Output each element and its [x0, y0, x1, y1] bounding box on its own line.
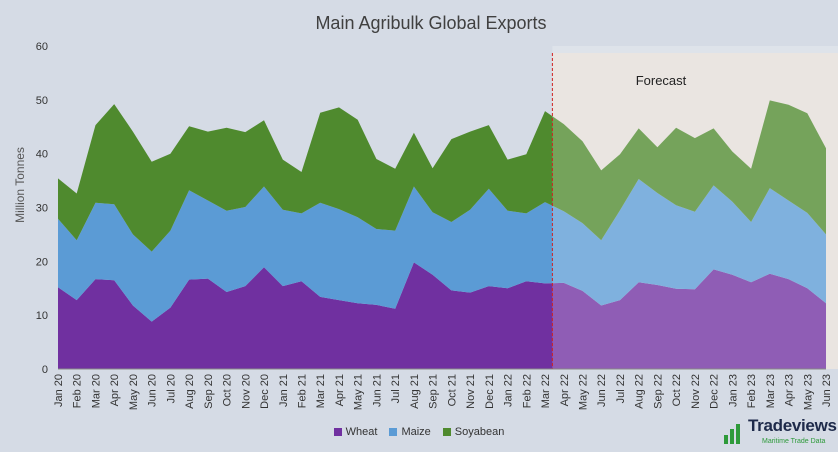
x-tick-label: Nov 22 [690, 374, 702, 409]
legend-swatch-maize [389, 428, 398, 436]
x-tick-label: Mar 20 [90, 374, 102, 408]
brand-tagline: Maritime Trade Data [762, 438, 826, 445]
y-tick-label: 10 [36, 310, 48, 322]
x-tick-label: Oct 21 [446, 374, 458, 406]
legend-label-wheat: Wheat [345, 426, 378, 438]
x-tick-label: Dec 22 [709, 374, 721, 409]
x-tick-label: Dec 20 [259, 374, 271, 409]
series-area-maize [58, 179, 826, 322]
y-tick-label: 60 [36, 41, 48, 53]
legend-label-soyabean: Soyabean [454, 426, 505, 438]
x-tick-label: Dec 21 [484, 374, 496, 409]
x-tick-label: Oct 22 [671, 374, 683, 406]
x-tick-label: Aug 22 [634, 374, 646, 409]
legend-item-wheat: Wheat [333, 426, 378, 438]
x-tick-label: Feb 23 [746, 374, 758, 408]
legend-swatch-soyabean [442, 428, 451, 436]
x-tick-label: May 22 [577, 374, 589, 410]
x-tick-label: Jul 21 [390, 374, 402, 403]
x-tick-label: Aug 20 [184, 374, 196, 409]
x-tick-label: Jan 21 [278, 374, 290, 407]
x-tick-label: Sep 22 [652, 374, 664, 409]
x-tick-label: Apr 22 [559, 374, 571, 406]
legend: Wheat Maize Soyabean [0, 426, 838, 438]
plot-area: Forecast 0 10 20 30 40 50 60 Jan 20 Feb 20 Mar 20 A… [36, 41, 838, 410]
x-tick-label: Nov 20 [240, 374, 252, 409]
x-tick-label: Oct 20 [222, 374, 234, 406]
y-tick-label: 0 [42, 364, 48, 376]
x-tick-label: Jun 20 [147, 374, 159, 407]
x-tick-label: Apr 20 [109, 374, 121, 406]
x-tick-label: Sep 21 [428, 374, 440, 409]
x-tick-label: Mar 21 [315, 374, 327, 408]
brand-logo: Tradeviews Maritime Trade Data [722, 416, 837, 450]
x-tick-label: Jan 22 [503, 374, 515, 407]
x-tick-label: Jun 21 [371, 374, 383, 407]
chart-title: Main Agribulk Global Exports [315, 13, 546, 33]
series-area-wheat [58, 262, 826, 369]
y-axis-label: Million Tonnes [13, 147, 27, 223]
series-area-soyabean [58, 100, 826, 252]
x-tick-label: Feb 21 [297, 374, 309, 408]
forecast-overlay [552, 46, 838, 369]
x-tick-label: Sep 20 [203, 374, 215, 409]
x-tick-label: Apr 21 [334, 374, 346, 406]
x-tick-label: Jul 22 [615, 374, 627, 403]
x-tick-label: Jul 20 [165, 374, 177, 403]
legend-label-maize: Maize [401, 426, 431, 438]
y-tick-label: 50 [36, 95, 48, 107]
x-tick-label: Apr 23 [784, 374, 796, 406]
forecast-label: Forecast [636, 73, 687, 88]
y-tick-label: 40 [36, 149, 48, 161]
x-tick-label: Jan 20 [53, 374, 65, 407]
x-tick-label: Feb 20 [72, 374, 84, 408]
x-tick-label: Jun 22 [596, 374, 608, 407]
x-tick-label: Jan 23 [727, 374, 739, 407]
x-tick-label: May 23 [802, 374, 814, 410]
x-tick-label: Feb 22 [521, 374, 533, 408]
y-tick-label: 20 [36, 256, 48, 268]
x-tick-label: May 21 [353, 374, 365, 410]
x-tick-label: Mar 23 [765, 374, 777, 408]
bar-chart-icon [724, 420, 746, 444]
legend-swatch-wheat [333, 428, 342, 436]
x-tick-label: Mar 22 [540, 374, 552, 408]
x-tick-label: Jun 23 [821, 374, 833, 407]
y-tick-label: 30 [36, 203, 48, 215]
x-tick-label: May 20 [128, 374, 140, 410]
brand-name: Tradeviews [748, 416, 837, 435]
legend-item-maize: Maize [389, 426, 431, 438]
legend-item-soyabean: Soyabean [442, 426, 505, 438]
x-tick-label: Nov 21 [465, 374, 477, 409]
x-tick-label: Aug 21 [409, 374, 421, 409]
